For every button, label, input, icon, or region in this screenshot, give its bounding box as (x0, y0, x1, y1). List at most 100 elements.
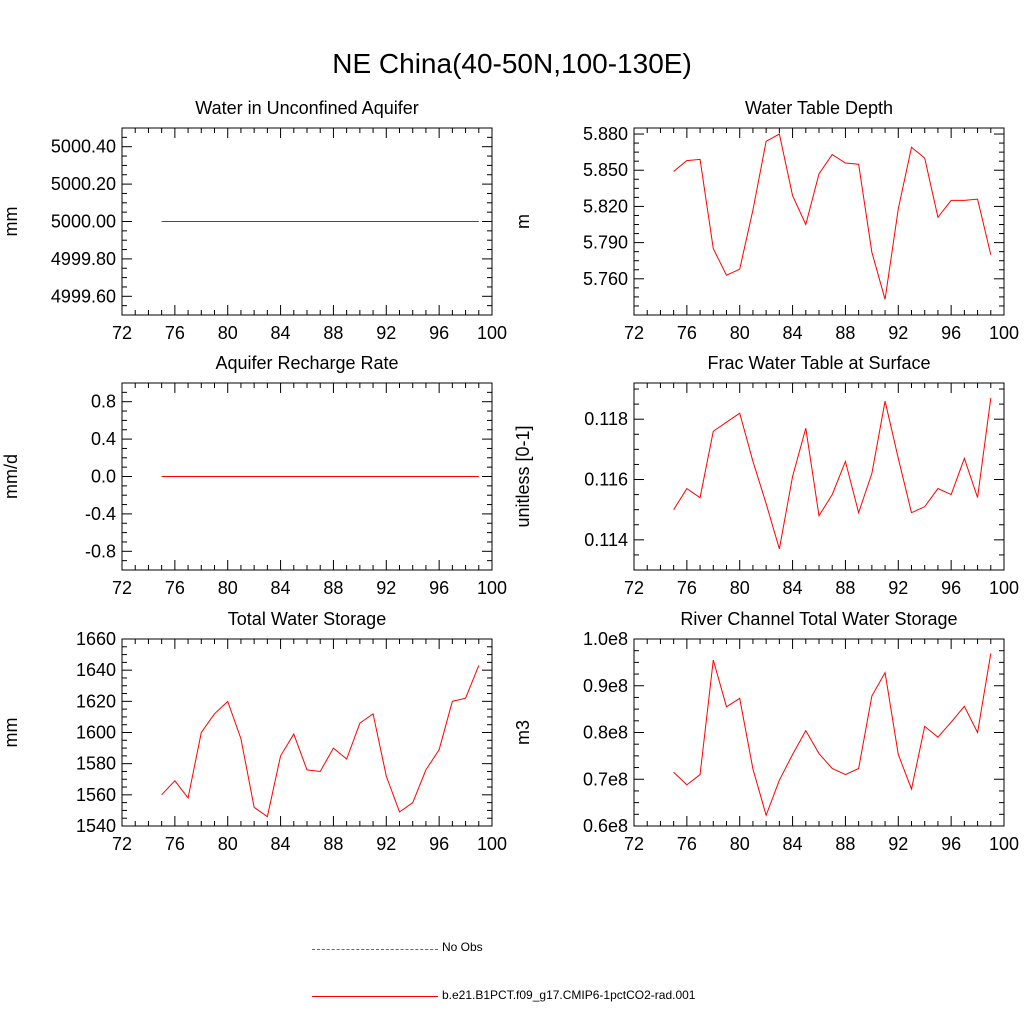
y-tick-label: 0.9e8 (583, 676, 628, 696)
x-tick-label: 80 (218, 578, 238, 598)
x-tick-label: 92 (376, 578, 396, 598)
x-tick-label: 84 (271, 578, 291, 598)
panel-title: Water Table Depth (745, 98, 893, 118)
x-tick-label: 80 (730, 323, 750, 343)
x-tick-label: 84 (783, 323, 803, 343)
x-tick-label: 92 (888, 323, 908, 343)
panel-title: River Channel Total Water Storage (680, 609, 957, 629)
x-tick-label: 100 (477, 834, 507, 854)
y-tick-label: 0.7e8 (583, 769, 628, 789)
y-axis-label: mm/d (1, 454, 21, 499)
chart-panel-5: Total Water Storage mm 72 76 80 84 88 92 96 100 15… (1, 609, 507, 854)
y-tick-label: 1540 (76, 816, 116, 836)
x-tick-label: 84 (783, 834, 803, 854)
x-tick-label: 100 (989, 323, 1019, 343)
panel-title: Aquifer Recharge Rate (215, 353, 398, 373)
y-axis-label: unitless [0-1] (513, 425, 533, 527)
panel-title: Frac Water Table at Surface (707, 353, 930, 373)
y-tick-label: 1600 (76, 723, 116, 743)
x-tick-label: 88 (323, 323, 343, 343)
x-tick-label: 100 (477, 578, 507, 598)
panel-title: Water in Unconfined Aquifer (195, 98, 418, 118)
y-tick-label: 5.790 (583, 233, 628, 253)
y-tick-label: 5000.20 (51, 174, 116, 194)
x-tick-label: 80 (218, 834, 238, 854)
y-tick-label: 1580 (76, 754, 116, 774)
y-tick-label: 1620 (76, 691, 116, 711)
legend-obs-label: No Obs (442, 940, 483, 954)
y-tick-label: 4999.60 (51, 286, 116, 306)
x-tick-label: 100 (989, 834, 1019, 854)
x-tick-label: 96 (941, 323, 961, 343)
y-tick-label: 0.0 (91, 467, 116, 487)
y-tick-label: 5.880 (583, 124, 628, 144)
x-tick-label: 96 (429, 578, 449, 598)
y-tick-label: -0.4 (85, 504, 116, 524)
x-tick-label: 76 (677, 834, 697, 854)
legend-model-label: b.e21.B1PCT.f09_g17.CMIP6-1pctCO2-rad.00… (442, 988, 696, 1002)
series-line-1 (673, 653, 992, 817)
y-tick-label: 5.760 (583, 269, 628, 289)
y-tick-label: 5000.00 (51, 212, 116, 232)
x-tick-label: 72 (624, 578, 644, 598)
y-tick-label: 0.116 (584, 470, 628, 490)
x-tick-label: 88 (323, 578, 343, 598)
x-tick-label: 84 (783, 578, 803, 598)
x-tick-label: 76 (165, 578, 185, 598)
x-tick-label: 76 (165, 834, 185, 854)
y-tick-label: 0.6e8 (583, 816, 628, 836)
x-tick-label: 76 (677, 578, 697, 598)
x-tick-label: 92 (376, 323, 396, 343)
y-tick-label: 0.114 (584, 530, 628, 550)
legend-obs-line (312, 949, 438, 950)
legend-model-line (312, 996, 438, 997)
x-tick-label: 92 (376, 834, 396, 854)
y-tick-label: 0.8 (91, 392, 116, 412)
chart-panel-2: Water Table Depth m 72 76 80 84 88 92 96 100 5.760… (513, 98, 1019, 343)
plot-frame (121, 638, 493, 827)
y-tick-label: 0.8e8 (583, 723, 628, 743)
x-tick-label: 72 (112, 323, 132, 343)
y-tick-label: 5.820 (583, 196, 628, 216)
x-tick-label: 76 (677, 323, 697, 343)
x-tick-label: 88 (835, 323, 855, 343)
x-tick-label: 80 (730, 834, 750, 854)
series-line-1 (673, 398, 992, 550)
x-tick-label: 84 (271, 323, 291, 343)
x-tick-label: 84 (271, 834, 291, 854)
x-tick-label: 80 (730, 578, 750, 598)
y-tick-label: 5000.40 (51, 137, 116, 157)
plot-frame (633, 127, 1005, 316)
x-tick-label: 100 (477, 323, 507, 343)
y-axis-label: mm (1, 207, 21, 237)
y-tick-label: 1.0e8 (583, 629, 628, 649)
x-tick-label: 88 (835, 834, 855, 854)
y-tick-label: 5.850 (583, 160, 628, 180)
plot-frame (633, 382, 1005, 571)
y-tick-label: 0.4 (91, 429, 116, 449)
y-axis-label: m3 (513, 720, 533, 745)
chart-panel-4: Frac Water Table at Surface unitless [0-1… (513, 353, 1019, 598)
chart-panel-3: Aquifer Recharge Rate mm/d 72 76 80 84 88 92 96 1… (1, 353, 507, 598)
x-tick-label: 100 (989, 578, 1019, 598)
x-tick-label: 80 (218, 323, 238, 343)
x-tick-label: 96 (941, 834, 961, 854)
y-axis-label: mm (1, 718, 21, 748)
series-line-1 (161, 665, 480, 818)
x-tick-label: 76 (165, 323, 185, 343)
y-axis-label: m (513, 214, 533, 229)
x-tick-label: 96 (941, 578, 961, 598)
x-tick-label: 72 (112, 834, 132, 854)
y-tick-label: 0.118 (584, 409, 628, 429)
series-line-1 (673, 133, 992, 300)
figure-title: NE China(40-50N,100-130E) (332, 48, 692, 79)
plot-frame (633, 638, 1005, 827)
y-tick-label: 1560 (76, 785, 116, 805)
x-tick-label: 72 (112, 578, 132, 598)
x-tick-label: 88 (323, 834, 343, 854)
x-tick-label: 88 (835, 578, 855, 598)
y-tick-label: 1640 (76, 660, 116, 680)
chart-panel-6: River Channel Total Water Storage m3 72 76 8… (513, 609, 1019, 854)
